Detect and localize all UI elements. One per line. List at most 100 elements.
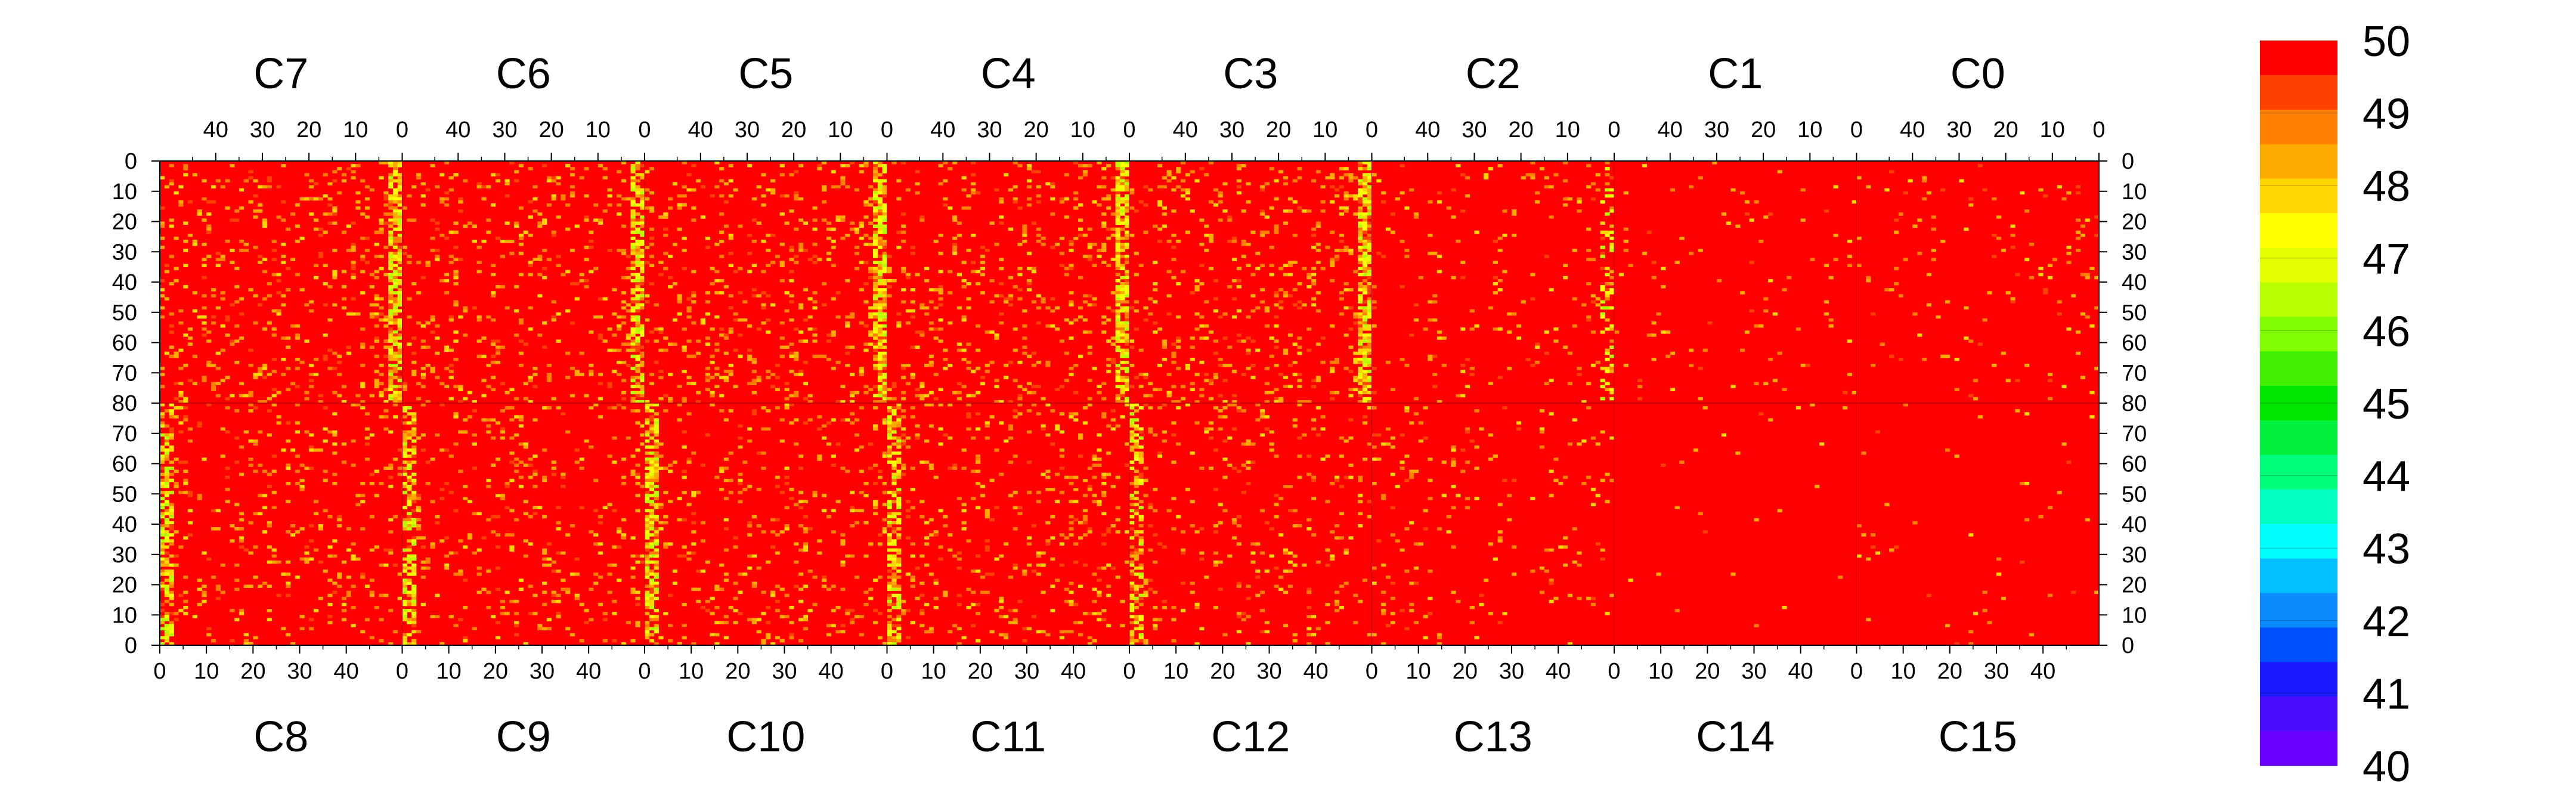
heatmap-cell: [183, 167, 188, 171]
heatmap-cell: [397, 252, 402, 255]
heatmap-cell: [1362, 357, 1368, 361]
heatmap-cell: [495, 421, 501, 425]
heatmap-cell: [723, 497, 729, 500]
heatmap-cell: [1041, 397, 1046, 401]
heatmap-cell: [882, 345, 887, 349]
heatmap-cell: [407, 478, 412, 482]
heatmap-cell: [621, 518, 627, 522]
heatmap-cell: [546, 176, 552, 179]
heatmap-cell: [542, 249, 547, 252]
heatmap-cell: [1367, 212, 1372, 216]
heatmap-cell: [546, 563, 552, 567]
heatmap-cell: [1115, 291, 1120, 295]
heatmap-cell: [835, 400, 841, 404]
heatmap-cell: [1362, 388, 1368, 392]
heatmap-cell: [327, 430, 333, 434]
heatmap-cell: [654, 551, 659, 555]
heatmap-cell: [360, 291, 366, 295]
heatmap-cell: [654, 327, 659, 331]
heatmap-cell: [425, 188, 431, 192]
heatmap-cell: [873, 367, 878, 370]
heatmap-cell: [392, 300, 398, 304]
heatmap-cell: [281, 357, 286, 361]
heatmap-cell: [621, 342, 627, 346]
heatmap-cell: [183, 481, 188, 485]
heatmap-cell: [863, 300, 869, 304]
heatmap-cell: [1353, 312, 1358, 316]
heatmap-cell: [877, 376, 883, 379]
heatmap-cell: [556, 569, 561, 573]
heatmap-cell: [258, 463, 263, 467]
heatmap-cell: [286, 530, 291, 534]
heatmap-cell: [1101, 243, 1107, 246]
heatmap-cell: [635, 191, 640, 195]
heatmap-cell: [383, 400, 389, 404]
heatmap-cell: [1101, 397, 1107, 401]
heatmap-cell: [812, 255, 818, 258]
heatmap-cell: [1069, 249, 1074, 252]
heatmap-cell: [276, 421, 281, 425]
heatmap-cell: [1171, 354, 1176, 358]
heatmap-cell: [397, 394, 402, 398]
heatmap-cell: [756, 327, 761, 331]
heatmap-cell: [826, 587, 832, 592]
heatmap-cell: [388, 609, 394, 612]
heatmap-cell: [723, 527, 729, 531]
heatmap-cell: [1264, 367, 1270, 370]
heatmap-cell: [854, 509, 859, 513]
heatmap-cell: [178, 185, 184, 189]
heatmap-cell: [873, 324, 878, 328]
heatmap-cell: [654, 506, 659, 510]
heatmap-cell: [407, 460, 412, 464]
heatmap-cell: [476, 512, 482, 516]
heatmap-cell: [435, 258, 440, 261]
heatmap-cell: [1358, 230, 1363, 234]
heatmap-cell: [882, 203, 887, 207]
heatmap-cell: [569, 194, 575, 198]
heatmap-cell: [1992, 364, 1997, 367]
heatmap-cell: [1940, 188, 1946, 192]
heatmap-cell: [630, 315, 636, 319]
heatmap-cell: [938, 164, 943, 168]
heatmap-cell: [1115, 324, 1120, 328]
heatmap-cell: [859, 406, 864, 410]
heatmap-cell: [397, 397, 402, 401]
heatmap-cell: [1050, 212, 1055, 216]
heatmap-cell: [1022, 224, 1027, 228]
heatmap-cell: [262, 367, 268, 370]
heatmap-cell: [621, 475, 627, 479]
heatmap-cell: [248, 457, 253, 461]
heatmap-cell: [1218, 364, 1223, 367]
heatmap-cell: [1292, 233, 1298, 237]
heatmap-cell: [798, 548, 804, 552]
heatmap-cell: [677, 206, 682, 210]
heatmap-cell: [635, 560, 640, 564]
heatmap-cell: [873, 385, 878, 389]
heatmap-cell: [1297, 379, 1302, 382]
heatmap-cell: [1115, 379, 1120, 382]
heatmap-cell: [1609, 209, 1615, 213]
heatmap-cell: [569, 249, 575, 252]
heatmap-cell: [1894, 267, 1899, 271]
heatmap-cell: [798, 373, 804, 376]
heatmap-cell: [840, 533, 846, 537]
heatmap-cell: [341, 179, 347, 182]
heatmap-cell: [1521, 300, 1526, 304]
heatmap-cell: [658, 261, 664, 264]
heatmap-cell: [635, 309, 640, 313]
heatmap-cell: [2094, 215, 2100, 219]
heatmap-cell: [546, 203, 552, 207]
heatmap-cell: [569, 173, 575, 177]
heatmap-cell: [597, 575, 603, 579]
heatmap-cell: [775, 255, 781, 258]
heatmap-cell: [1549, 185, 1554, 189]
heatmap-cell: [766, 376, 771, 379]
heatmap-cell: [1385, 360, 1391, 364]
heatmap-cell: [621, 179, 627, 182]
heatmap-cell: [267, 560, 273, 564]
heatmap-cell: [290, 642, 296, 646]
heatmap-cell: [397, 258, 402, 261]
heatmap-cell: [1600, 385, 1605, 389]
heatmap-cell: [658, 376, 664, 379]
heatmap-cell: [1274, 224, 1279, 228]
